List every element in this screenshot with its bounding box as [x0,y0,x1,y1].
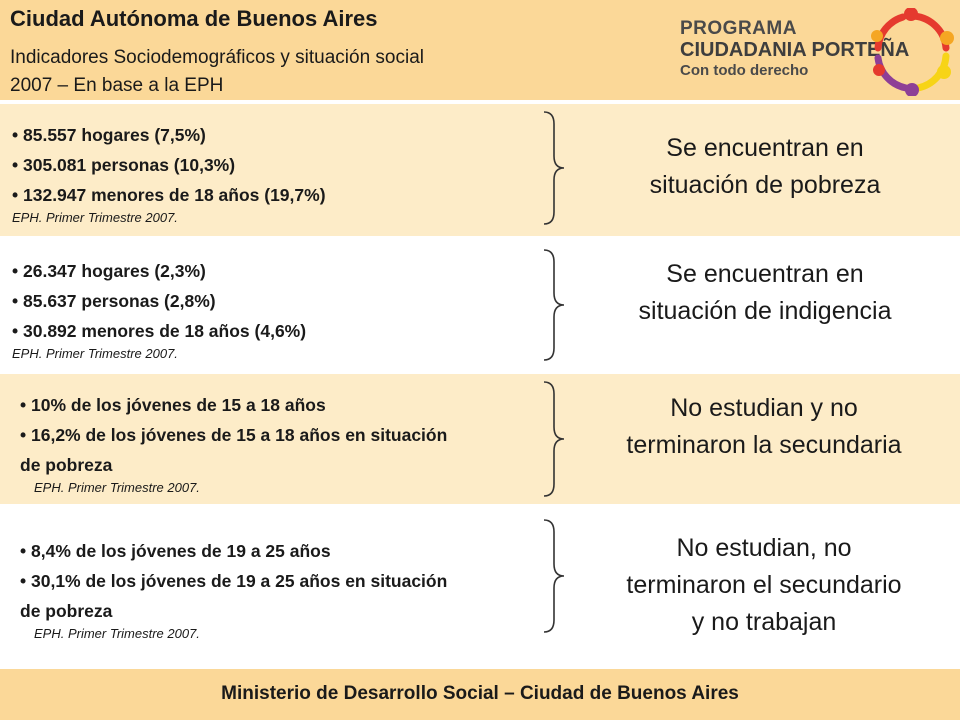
section-youth-19-25: • 8,4% de los jóvenes de 19 a 25 años • … [0,512,960,662]
subtitle-line-1: Indicadores Sociodemográficos y situació… [10,47,424,68]
list-item: • 30,1% de los jóvenes de 19 a 25 años e… [20,571,448,621]
curly-brace [543,249,565,361]
section-indigence: • 26.347 hogares (2,3%) • 85.637 persona… [0,240,960,370]
logo-text: PROGRAMA CIUDADANIA PORTEÑA Con todo der… [680,18,909,81]
curly-brace [543,519,565,633]
logo-line-3: Con todo derecho [680,62,809,79]
list-item: • 85.637 personas (2,8%) [12,291,216,311]
footer: Ministerio de Desarrollo Social – Ciudad… [0,669,960,720]
logo-line-2: CIUDADANIA PORTEÑA [680,39,910,61]
source-note: EPH. Primer Trimestre 2007. [34,626,200,641]
program-logo: PROGRAMA CIUDADANIA PORTEÑA Con todo der… [680,8,954,96]
header: Ciudad Autónoma de Buenos Aires Indicado… [0,0,960,100]
list-item: • 132.947 menores de 18 años (19,7%) [12,185,326,205]
result-text: Se encuentran en situación de pobreza [649,134,881,199]
source-note: EPH. Primer Trimestre 2007. [12,346,178,361]
list-item: • 85.557 hogares (7,5%) [12,125,206,145]
people-circle-logo-icon [871,8,954,96]
list-item: • 10% de los jóvenes de 15 a 18 años [20,395,326,415]
bullet-list: • 85.557 hogares (7,5%) • 305.081 person… [12,120,326,226]
section-poverty: • 85.557 hogares (7,5%) • 305.081 person… [0,104,960,236]
list-item: • 30.892 menores de 18 años (4,6%) [12,321,307,341]
list-item: • 8,4% de los jóvenes de 19 a 25 años [20,541,331,561]
logo-line-1: PROGRAMA [680,18,797,39]
curly-brace [543,111,565,225]
result-text: No estudian y no terminaron la secundari… [626,394,902,459]
bullet-list: • 8,4% de los jóvenes de 19 a 25 años • … [20,536,460,642]
result-text: Se encuentran en situación de indigencia [638,260,892,325]
bullet-list: • 10% de los jóvenes de 15 a 18 años • 1… [20,390,460,496]
list-item: • 16,2% de los jóvenes de 15 a 18 años e… [20,425,448,475]
curly-brace [543,381,565,497]
source-note: EPH. Primer Trimestre 2007. [34,480,200,495]
page-title: Ciudad Autónoma de Buenos Aires [10,6,378,31]
list-item: • 305.081 personas (10,3%) [12,155,236,175]
footer-text: Ministerio de Desarrollo Social – Ciudad… [221,683,739,704]
source-note: EPH. Primer Trimestre 2007. [12,210,178,225]
result-text: No estudian, no terminaron el secundario… [626,534,902,636]
page-subtitle: Indicadores Sociodemográficos y situació… [10,44,424,100]
subtitle-line-2: 2007 – En base a la EPH [10,75,224,96]
list-item: • 26.347 hogares (2,3%) [12,261,206,281]
bullet-list: • 26.347 hogares (2,3%) • 85.637 persona… [12,256,306,362]
section-youth-15-18: • 10% de los jóvenes de 15 a 18 años • 1… [0,374,960,504]
